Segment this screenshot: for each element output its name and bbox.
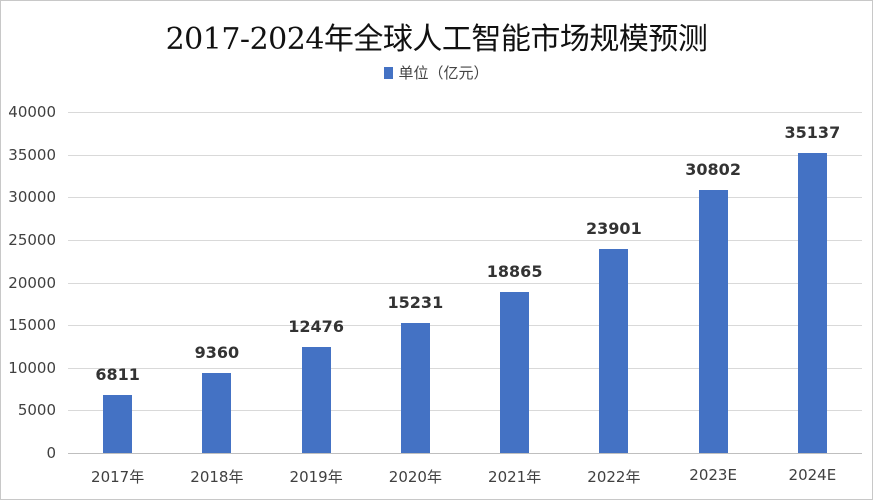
x-tick-label: 2018年 [190, 468, 244, 486]
bar-value-label: 23901 [586, 219, 642, 239]
plot-area: 6811 9360 12476 15231 18865 23901 30802 35137 [68, 112, 862, 454]
bar-value-label: 9360 [194, 343, 240, 363]
bar-value-label: 6811 [95, 364, 140, 384]
y-tick-label: 25000 [8, 230, 56, 249]
bar-value-label: 15231 [387, 293, 444, 313]
y-tick-label: 5000 [17, 401, 56, 420]
chart-title: 2017-2024年全球人工智能市场规模预测 [165, 22, 708, 57]
y-tick-label: 40000 [8, 103, 56, 121]
x-tick-label: 2017年 [91, 468, 145, 486]
gridline [68, 282, 862, 284]
bar-value-label: 18865 [486, 262, 543, 282]
bar [400, 323, 430, 453]
y-tick-label: 0 [46, 444, 56, 462]
gridline [68, 112, 862, 113]
x-tick-label: 2023E [689, 466, 737, 484]
x-tick-label: 2021年 [488, 468, 542, 486]
gridline [68, 325, 862, 327]
bar [301, 346, 331, 453]
bar-value-label: 12476 [288, 316, 344, 336]
gridline [68, 154, 862, 156]
gridline [68, 410, 862, 412]
x-tick-label: 2019年 [289, 468, 343, 486]
legend-label: 单位（亿元） [398, 64, 489, 82]
y-tick-label: 10000 [8, 358, 56, 377]
bar [599, 249, 629, 453]
x-tick-label: 2020年 [388, 468, 442, 486]
x-tick-label: 2024E [788, 466, 837, 484]
x-axis-line [68, 453, 862, 454]
bar [797, 153, 827, 453]
bar [103, 394, 133, 453]
chart-legend: 单位（亿元） [0, 62, 873, 83]
y-tick-label: 15000 [8, 316, 56, 335]
bar-value-label: 35137 [784, 123, 841, 143]
bar-value-label: 30802 [685, 160, 741, 180]
y-tick-label: 35000 [8, 145, 56, 164]
gridline [68, 367, 862, 369]
y-tick-label: 20000 [8, 273, 56, 292]
gridline [68, 197, 862, 199]
bar [202, 373, 232, 453]
y-tick-label: 30000 [8, 188, 56, 207]
x-tick-label: 2022年 [587, 468, 641, 486]
bar [500, 292, 530, 453]
bar [698, 190, 728, 453]
gridline [68, 239, 862, 241]
legend-swatch-icon [384, 67, 394, 79]
